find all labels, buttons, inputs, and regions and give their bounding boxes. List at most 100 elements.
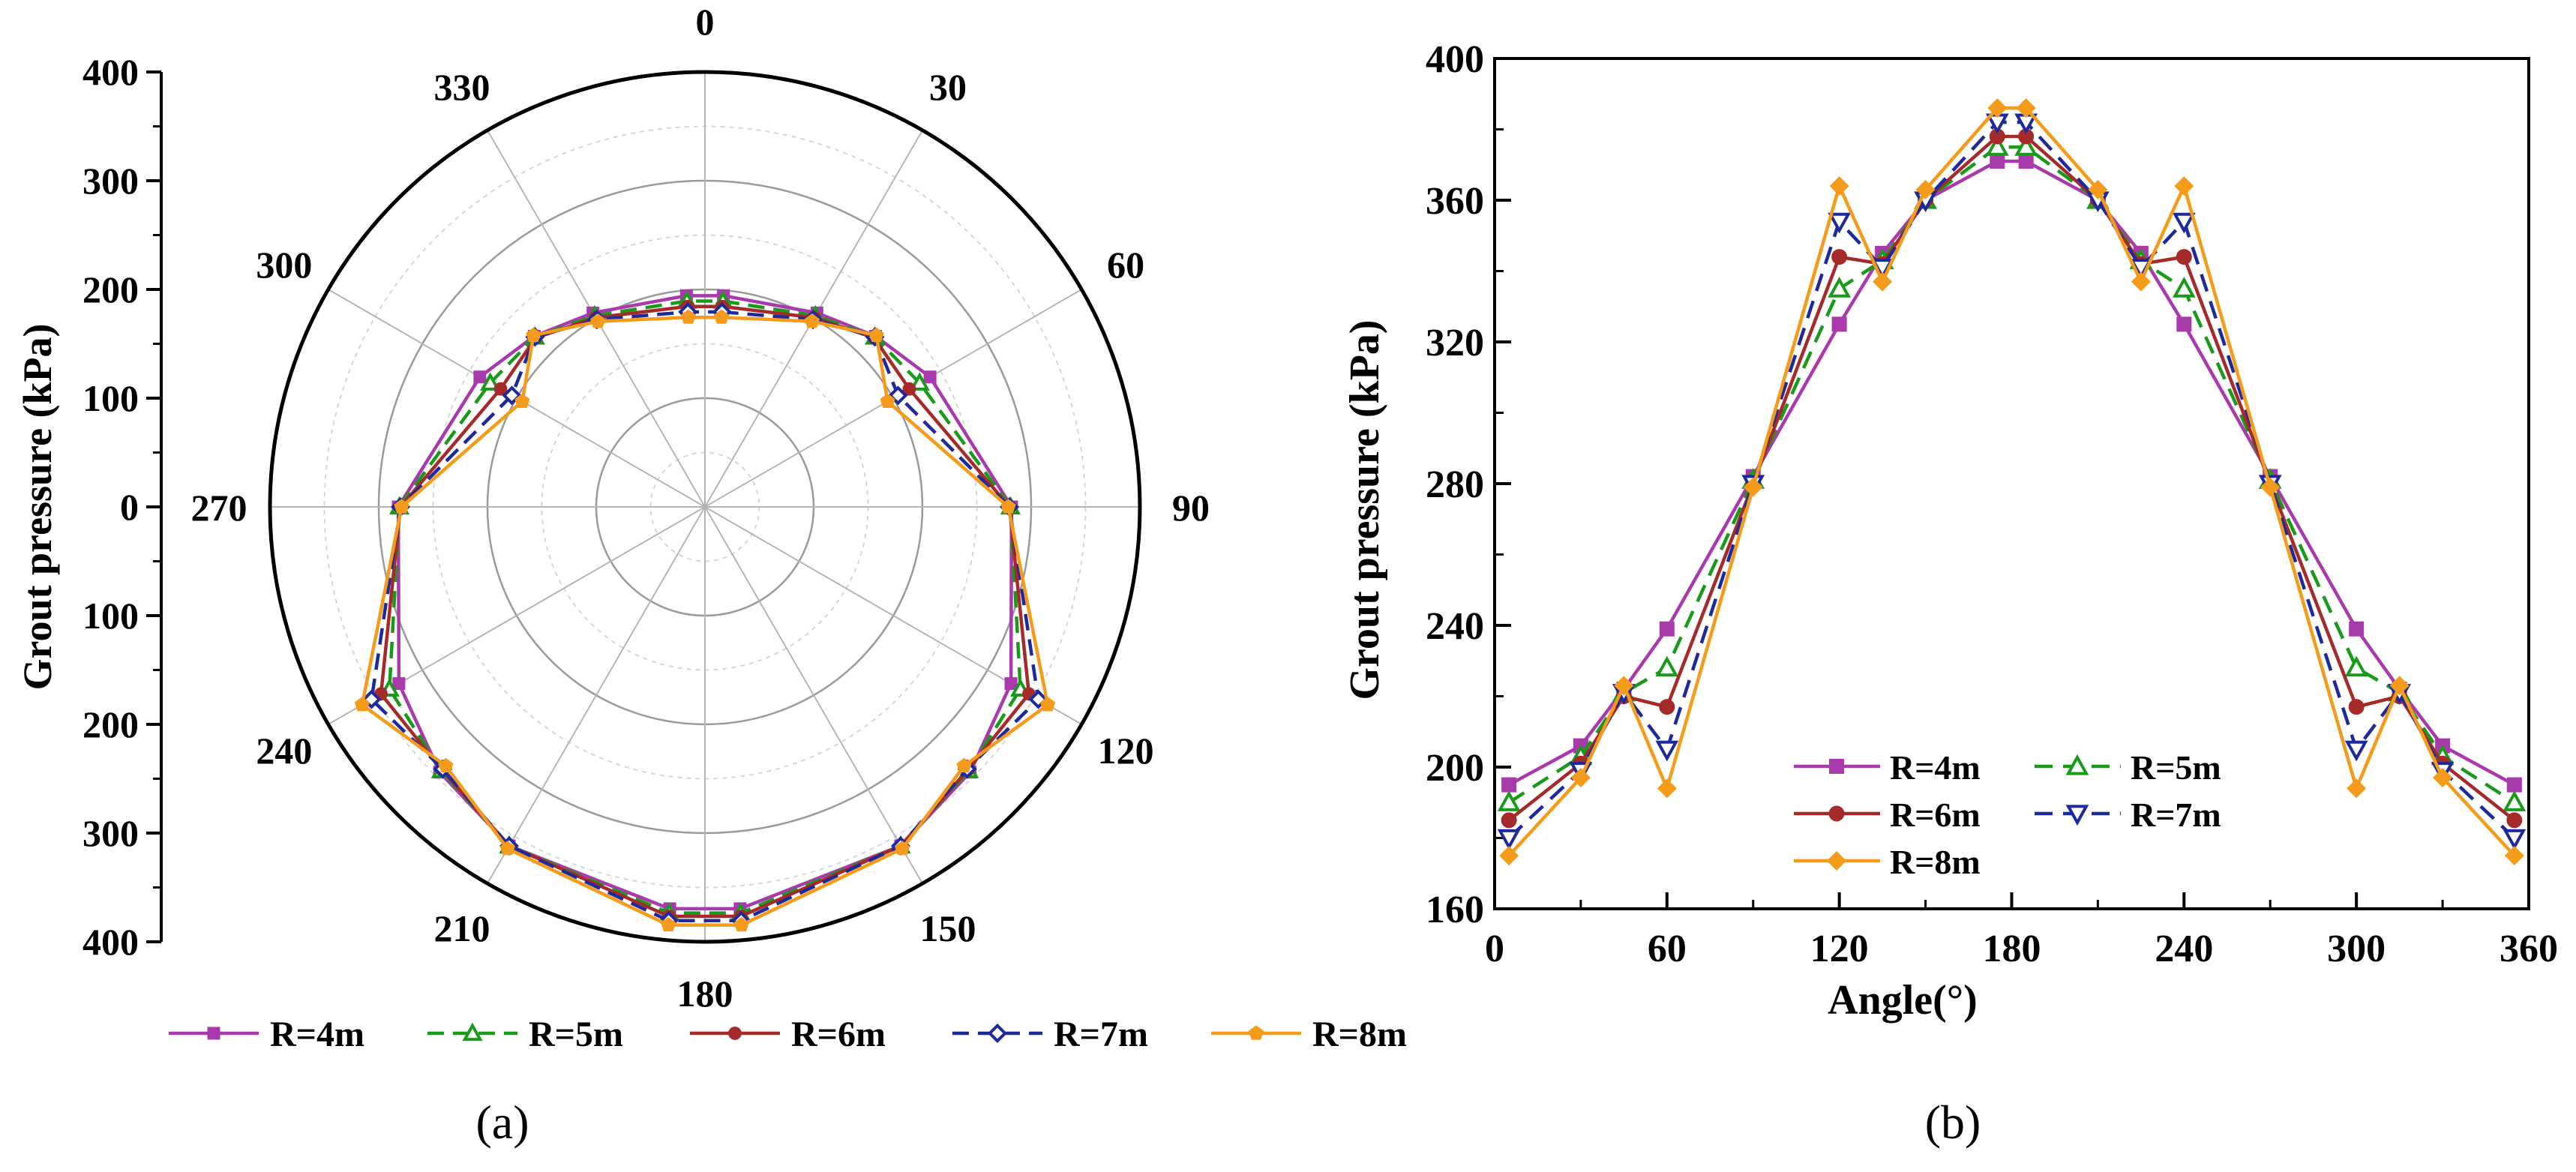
polar-spoke: [487, 506, 706, 884]
polar-data-point: [895, 841, 910, 856]
data-point: [2349, 621, 2365, 637]
polar-data-point: [1000, 499, 1016, 514]
series-line: [1507, 106, 2516, 857]
data-point: [2018, 128, 2035, 145]
angle-tick-label: 240: [256, 730, 312, 772]
radial-tick-label: 400: [82, 921, 139, 963]
data-point: [2344, 655, 2368, 677]
data-point: [2016, 98, 2036, 118]
data-point: [1499, 846, 1519, 866]
data-point: [2018, 154, 2034, 169]
data-point: [2176, 316, 2192, 332]
polar-data-point: [956, 757, 972, 773]
polar-legend: R=4m R=5m R=6m R=7m R=8m: [169, 1015, 1407, 1054]
data-point: [2131, 271, 2151, 292]
polar-data-point: [526, 327, 541, 342]
polar-data-point: [733, 916, 749, 932]
data-point: [2176, 249, 2192, 265]
polar-data-point: [392, 677, 406, 691]
polar-data-point: [909, 372, 930, 391]
angle-tick-label: 150: [920, 907, 976, 949]
angle-tick-label: 90: [1172, 487, 1210, 529]
radial-tick-label: 300: [82, 160, 139, 202]
polar-legend-marker: [462, 1022, 483, 1042]
polar-spoke: [704, 506, 923, 884]
polar-legend-label: R=6m: [791, 1015, 886, 1054]
data-point: [2504, 846, 2524, 866]
y-tick-label: 280: [1426, 463, 1484, 506]
data-point: [2503, 829, 2527, 850]
data-point: [2348, 699, 2365, 715]
polar-data-point: [923, 370, 937, 384]
y-tick-label: 200: [1426, 747, 1484, 790]
angle-tick-label: 300: [256, 244, 312, 286]
polar-legend-label: R=4m: [270, 1015, 364, 1054]
data-point: [1501, 812, 1517, 829]
polar-legend-label: R=7m: [1054, 1015, 1148, 1054]
data-point: [2503, 790, 2527, 811]
data-point: [1831, 316, 1847, 332]
panel-label-a: (a): [475, 1096, 529, 1149]
radial-axis: 400 300 200 100 0 100 200 300 400: [82, 51, 163, 963]
data-point: [1614, 676, 1634, 696]
y-tick-label: 320: [1426, 322, 1484, 364]
line-series-layer: [1497, 98, 2527, 866]
legend-label: R=4m: [1890, 748, 1981, 787]
polar-data-point: [480, 372, 501, 391]
angle-tick-label: 30: [929, 66, 967, 108]
polar-legend-marker: [207, 1027, 220, 1040]
data-point: [1570, 768, 1591, 788]
polar-data-point: [1004, 677, 1018, 691]
y-tick-label: 360: [1426, 180, 1484, 223]
legend-marker: [1828, 805, 1845, 822]
angle-tick-label: 330: [434, 66, 490, 108]
polar-data-point: [804, 313, 820, 328]
x-tick-label: 60: [1648, 928, 1687, 970]
data-point: [2506, 812, 2523, 829]
data-point: [1915, 179, 1936, 199]
polar-legend-marker: [987, 1023, 1008, 1044]
line-series-R=8m: [1499, 98, 2524, 866]
polar-data-point: [590, 313, 606, 328]
y-tick-label: 160: [1426, 889, 1484, 931]
legend-marker: [2065, 805, 2089, 826]
line-x-axis-label: Angle(°): [1828, 977, 1978, 1024]
data-point: [1828, 212, 1852, 234]
polar-data-point: [394, 499, 409, 514]
data-point: [1497, 790, 1521, 811]
data-point: [1987, 98, 2008, 118]
radial-tick-label: 100: [82, 377, 139, 419]
panel-label-b: (b): [1925, 1096, 1981, 1149]
angle-tick-label: 0: [696, 1, 715, 43]
data-point: [2260, 477, 2281, 497]
radial-tick-label: 200: [82, 268, 139, 310]
data-point: [1985, 135, 2009, 156]
radial-tick-label: 100: [82, 595, 139, 637]
x-tick-label: 360: [2500, 928, 2558, 970]
data-point: [1657, 778, 1677, 799]
x-tick-label: 300: [2327, 928, 2386, 970]
legend-label: R=5m: [2131, 748, 2221, 787]
data-point: [1501, 777, 1517, 793]
data-point: [2014, 135, 2038, 156]
polar-outer-ring: [268, 70, 1142, 944]
polar-data-point: [902, 382, 916, 396]
data-point: [1828, 277, 1852, 298]
polar-data-point: [1039, 697, 1056, 712]
angle-tick-label: 270: [191, 487, 247, 529]
legend-marker: [1827, 851, 1846, 871]
data-point: [1655, 655, 1679, 677]
polar-data-point: [661, 916, 676, 932]
polar-data-point: [438, 757, 454, 773]
data-point: [1990, 154, 2005, 169]
radial-tick-label: 200: [82, 703, 139, 745]
data-point: [1655, 740, 1679, 762]
data-point: [2389, 676, 2410, 696]
legend-marker: [2065, 754, 2089, 775]
line-chart-axes: 160 200 240 280 320 360 400 0 60 120 180 240 300 360: [1426, 38, 2558, 970]
polar-data-point: [493, 382, 508, 396]
y-tick-label: 400: [1426, 38, 1484, 81]
